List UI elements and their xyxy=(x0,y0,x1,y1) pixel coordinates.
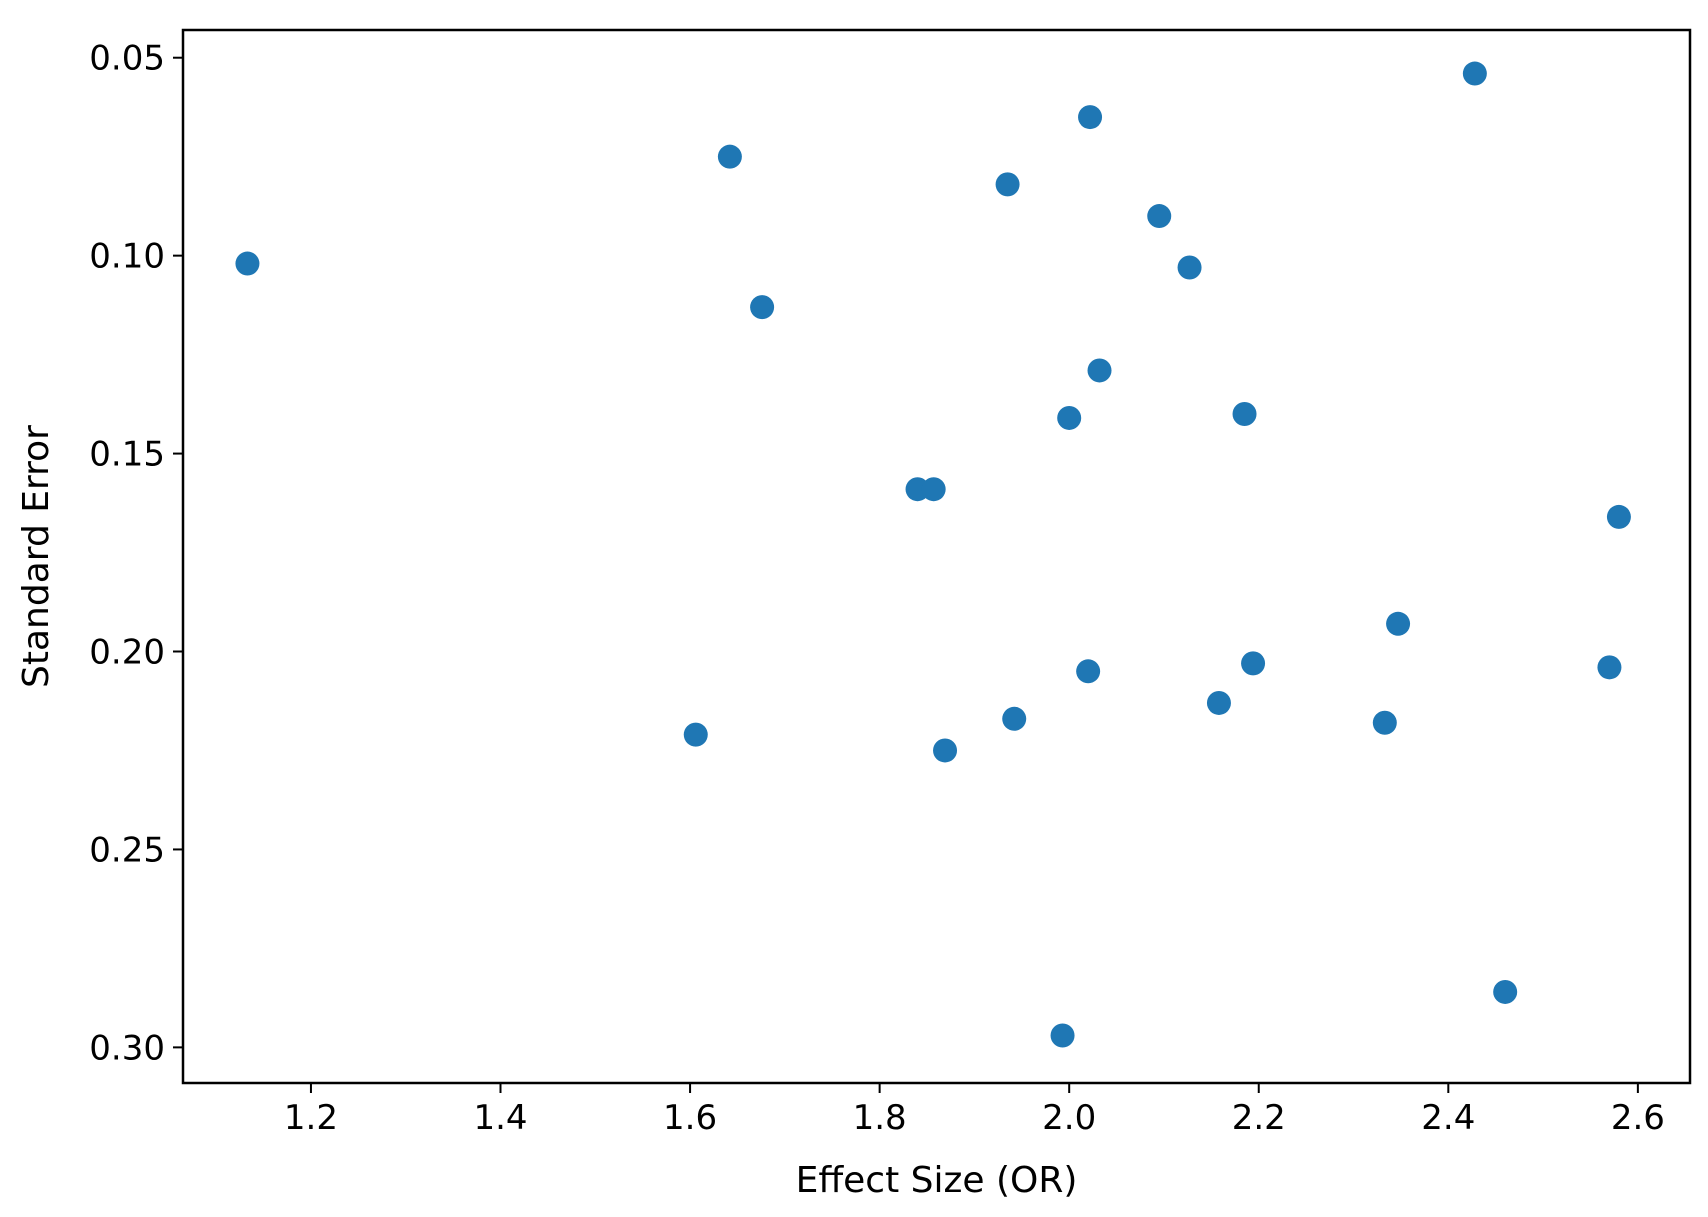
x-tick-label: 2.4 xyxy=(1421,1098,1475,1138)
x-tick-label: 1.8 xyxy=(853,1098,907,1138)
y-axis-ticks: 0.05 0.10 0.15 0.20 0.25 0.30 xyxy=(89,39,183,1068)
data-point xyxy=(1493,979,1518,1004)
data-point xyxy=(235,251,260,276)
x-axis-label: Effect Size (OR) xyxy=(796,1160,1078,1201)
data-point xyxy=(1241,651,1266,676)
data-point xyxy=(1597,655,1622,680)
data-point xyxy=(1372,710,1397,735)
x-tick-label: 2.6 xyxy=(1611,1098,1665,1138)
data-point xyxy=(933,738,958,763)
data-point xyxy=(1076,659,1101,684)
data-point xyxy=(1057,405,1082,430)
data-point xyxy=(1050,1023,1075,1048)
y-tick-label: 0.20 xyxy=(89,633,165,673)
data-point xyxy=(1206,690,1231,715)
data-point xyxy=(1606,504,1631,529)
data-point xyxy=(1078,105,1103,130)
data-point xyxy=(995,172,1020,197)
plot-area-frame xyxy=(181,28,1692,1085)
data-point xyxy=(750,295,775,320)
y-tick-label: 0.15 xyxy=(89,435,165,475)
x-tick-label: 2.2 xyxy=(1232,1098,1286,1138)
data-point xyxy=(921,477,946,502)
y-tick-label: 0.25 xyxy=(89,830,165,870)
y-tick-label: 0.05 xyxy=(89,39,165,79)
data-point xyxy=(683,722,708,747)
y-tick-label: 0.30 xyxy=(89,1028,165,1068)
data-point xyxy=(717,144,742,169)
x-tick-label: 2.0 xyxy=(1042,1098,1096,1138)
x-axis-ticks: 1.2 1.4 1.6 1.8 2.0 2.2 2.4 2.6 xyxy=(284,1083,1665,1138)
data-point xyxy=(1087,358,1112,383)
x-tick-label: 1.6 xyxy=(663,1098,717,1138)
points-layer xyxy=(235,61,1631,1048)
data-point xyxy=(1002,706,1027,731)
data-point xyxy=(1462,61,1487,86)
x-tick-label: 1.4 xyxy=(473,1098,527,1138)
y-tick-label: 0.10 xyxy=(89,237,165,277)
data-point xyxy=(1232,401,1257,426)
y-axis-label: Standard Error xyxy=(16,425,57,688)
data-point xyxy=(1147,204,1172,229)
x-tick-label: 1.2 xyxy=(284,1098,338,1138)
data-point xyxy=(1386,611,1411,636)
data-point xyxy=(1177,255,1202,280)
